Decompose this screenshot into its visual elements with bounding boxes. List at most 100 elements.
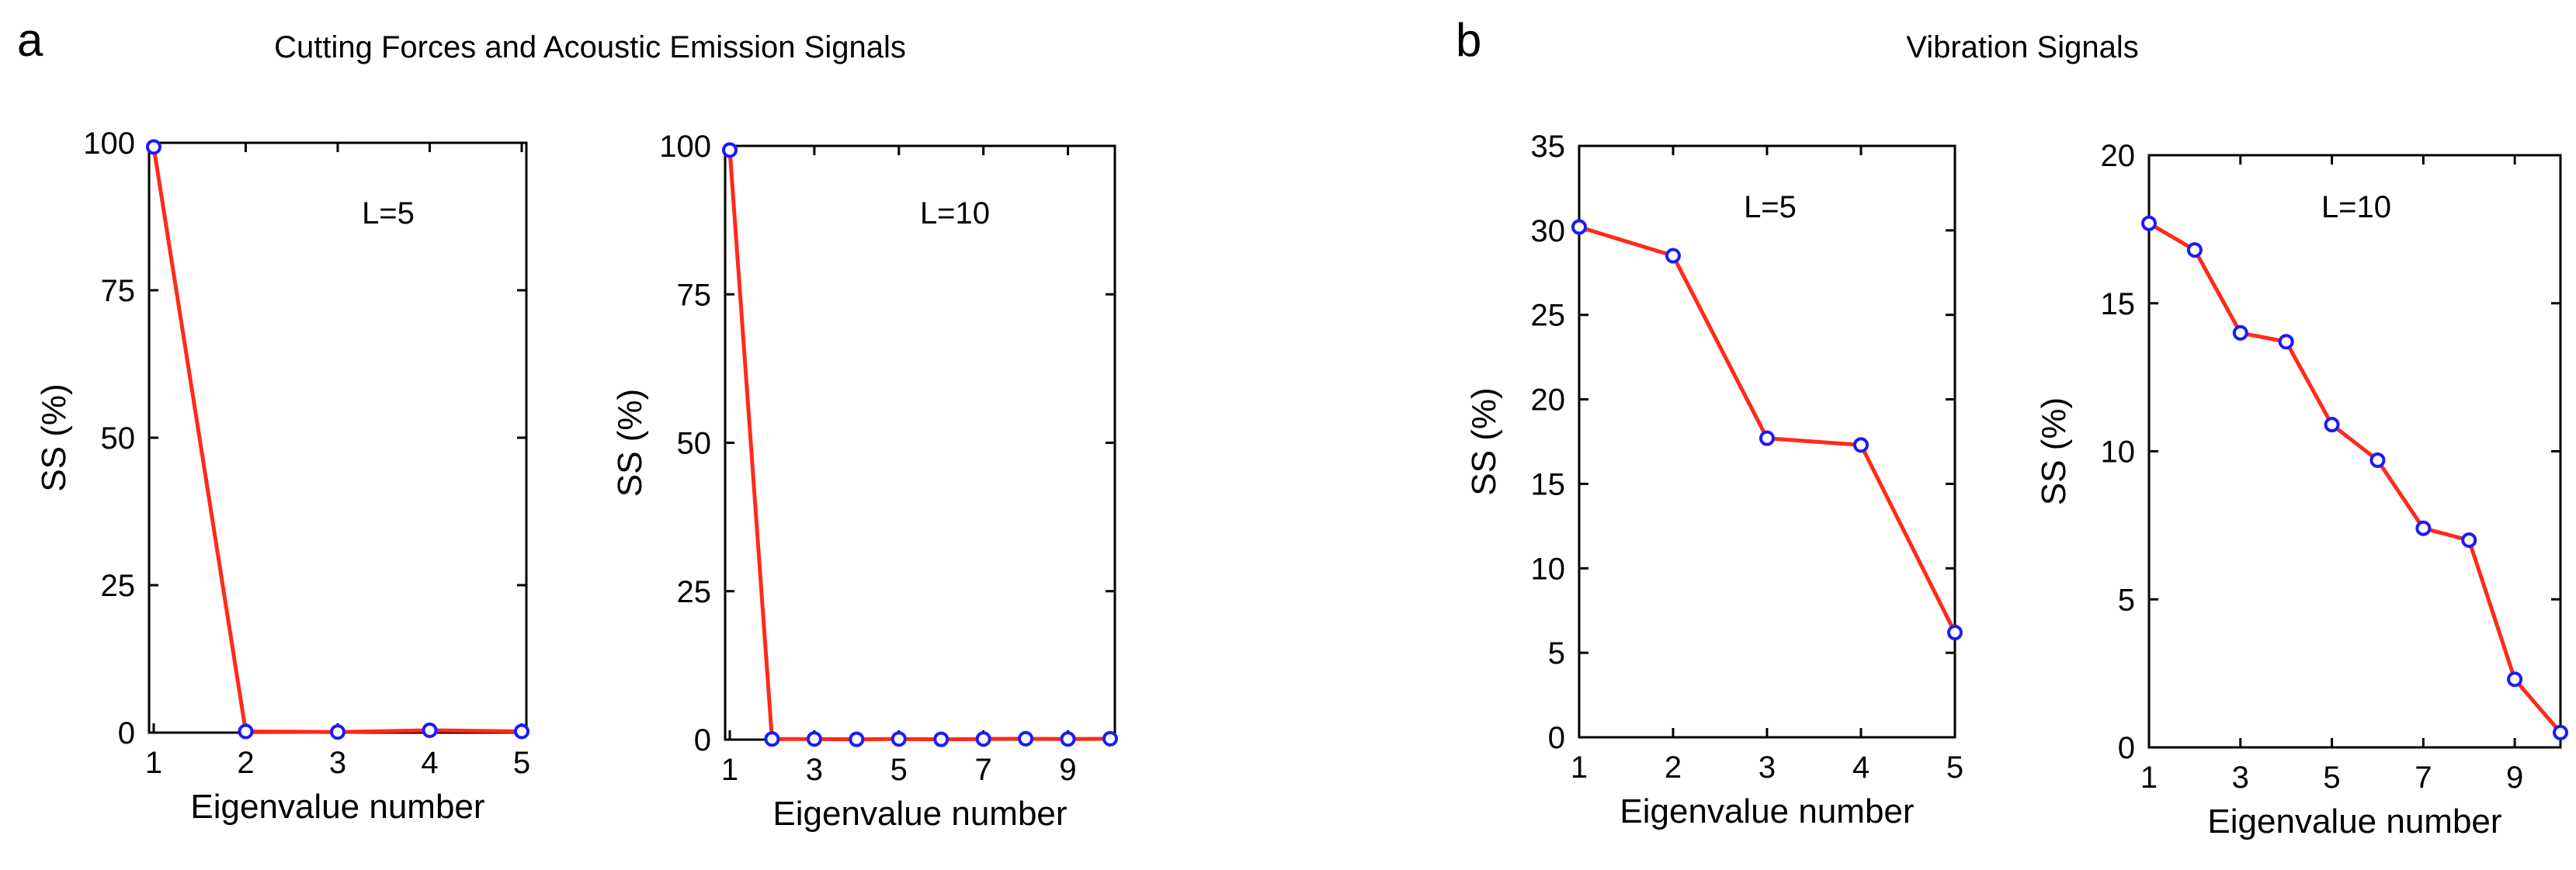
panel-b-letter: b [1456, 14, 1481, 66]
x-tick-label: 5 [890, 753, 908, 787]
x-tick-label: 4 [421, 746, 438, 780]
x-tick-label: 9 [2506, 761, 2523, 795]
x-tick-label: 5 [2323, 761, 2340, 795]
data-point [2461, 532, 2477, 548]
y-tick-label: 25 [101, 569, 136, 603]
y-tick-label: 5 [2118, 583, 2135, 617]
data-point [933, 731, 950, 747]
x-tick-label: 2 [1665, 750, 1682, 785]
y-tick-label: 5 [1548, 636, 1565, 671]
series-line [2147, 221, 2562, 734]
data-point [806, 731, 822, 747]
x-axis-title: Eigenvalue number [190, 788, 484, 826]
data-point [1665, 248, 1681, 264]
data-point [1571, 219, 1587, 235]
x-tick-label: 1 [721, 753, 738, 787]
y-tick-label: 50 [677, 427, 712, 461]
y-tick-label: 50 [101, 421, 136, 456]
y-tick-label: 100 [83, 127, 135, 161]
x-tick-label: 7 [975, 753, 992, 787]
data-point [2278, 334, 2294, 350]
chart-a-l10: 0 25 50 75 100 1 3 5 7 9 Eigenvalue number SS (%) L=… [611, 130, 1118, 833]
x-tick-label: 3 [329, 746, 346, 780]
y-tick-label: 0 [1548, 721, 1565, 755]
data-point [514, 723, 529, 740]
x-tick-label: 7 [2415, 761, 2432, 795]
data-point [2415, 520, 2432, 536]
x-tick-label: 9 [1059, 753, 1076, 787]
data-point [1102, 730, 1118, 747]
data-point [422, 722, 438, 738]
x-tick-label: 5 [1946, 750, 1963, 785]
annotation-label: L=10 [920, 196, 990, 230]
data-point [764, 731, 780, 747]
data-point [890, 731, 907, 747]
data-point [1759, 430, 1775, 446]
y-axis-title: SS (%) [2035, 397, 2073, 505]
x-axis-title: Eigenvalue number [772, 795, 1067, 833]
x-tick-label: 1 [1571, 750, 1588, 785]
annotation-label: L=10 [2321, 190, 2391, 224]
plot-frame [148, 141, 528, 734]
data-point [849, 731, 865, 747]
data-point [975, 731, 991, 747]
panel-b-title: Vibration Signals [1906, 30, 2138, 64]
series-line [151, 146, 522, 734]
y-tick-label: 20 [2101, 139, 2136, 173]
y-axis-title: SS (%) [611, 389, 649, 497]
data-point [1947, 625, 1963, 641]
data-point [2369, 452, 2386, 468]
chart-a-l5: 0 25 50 75 100 1 2 3 4 5 Eigenvalue number SS (%) L=… [35, 127, 530, 826]
data-point [1853, 437, 1869, 453]
y-tick-label: 0 [2118, 731, 2135, 765]
series-line [727, 150, 1111, 742]
x-tick-label: 1 [2140, 761, 2158, 795]
y-tick-label: 25 [1531, 299, 1566, 333]
panel-a-letter: a [17, 14, 43, 66]
y-axis-title: SS (%) [1465, 387, 1503, 495]
data-point [2553, 724, 2568, 740]
y-tick-label: 10 [1531, 552, 1566, 586]
data-point [2141, 215, 2157, 231]
plot-frame [2147, 154, 2562, 749]
series-line [1578, 225, 1957, 634]
x-axis-title: Eigenvalue number [2207, 802, 2501, 841]
x-axis-title: Eigenvalue number [1620, 792, 1914, 830]
data-point [330, 724, 345, 740]
x-tick-label: 3 [806, 753, 823, 787]
panel-a-title: Cutting Forces and Acoustic Emission Sig… [274, 30, 906, 64]
x-tick-label: 5 [513, 746, 530, 780]
data-point [146, 139, 161, 155]
y-tick-label: 75 [677, 278, 712, 312]
chart-b-l5: 0 5 10 15 20 25 30 35 1 2 3 4 5 Eigenvalue number SS (… [1465, 130, 1963, 830]
annotation-label: L=5 [362, 196, 415, 230]
data-point [2232, 324, 2248, 341]
y-tick-label: 20 [1531, 383, 1566, 418]
plot-frame [724, 144, 1116, 741]
y-tick-label: 25 [677, 575, 712, 609]
annotation-label: L=5 [1744, 190, 1797, 224]
data-point [2507, 671, 2523, 688]
y-tick-label: 35 [1531, 130, 1566, 164]
y-tick-label: 15 [1531, 467, 1566, 501]
y-tick-label: 10 [2101, 435, 2136, 470]
data-point [1018, 730, 1034, 747]
data-point [2186, 242, 2203, 258]
x-tick-label: 4 [1852, 750, 1870, 785]
y-tick-label: 75 [101, 274, 136, 308]
x-tick-label: 2 [237, 746, 254, 780]
y-tick-label: 30 [1531, 214, 1566, 248]
y-axis-title: SS (%) [35, 383, 73, 491]
data-point [722, 142, 738, 158]
data-point [1060, 731, 1076, 747]
y-tick-label: 15 [2101, 287, 2136, 321]
x-tick-label: 3 [1758, 750, 1776, 785]
y-tick-label: 100 [659, 130, 711, 164]
x-tick-label: 3 [2232, 761, 2249, 795]
x-tick-label: 1 [145, 746, 162, 780]
data-point [2324, 417, 2340, 433]
y-tick-label: 0 [694, 723, 711, 757]
